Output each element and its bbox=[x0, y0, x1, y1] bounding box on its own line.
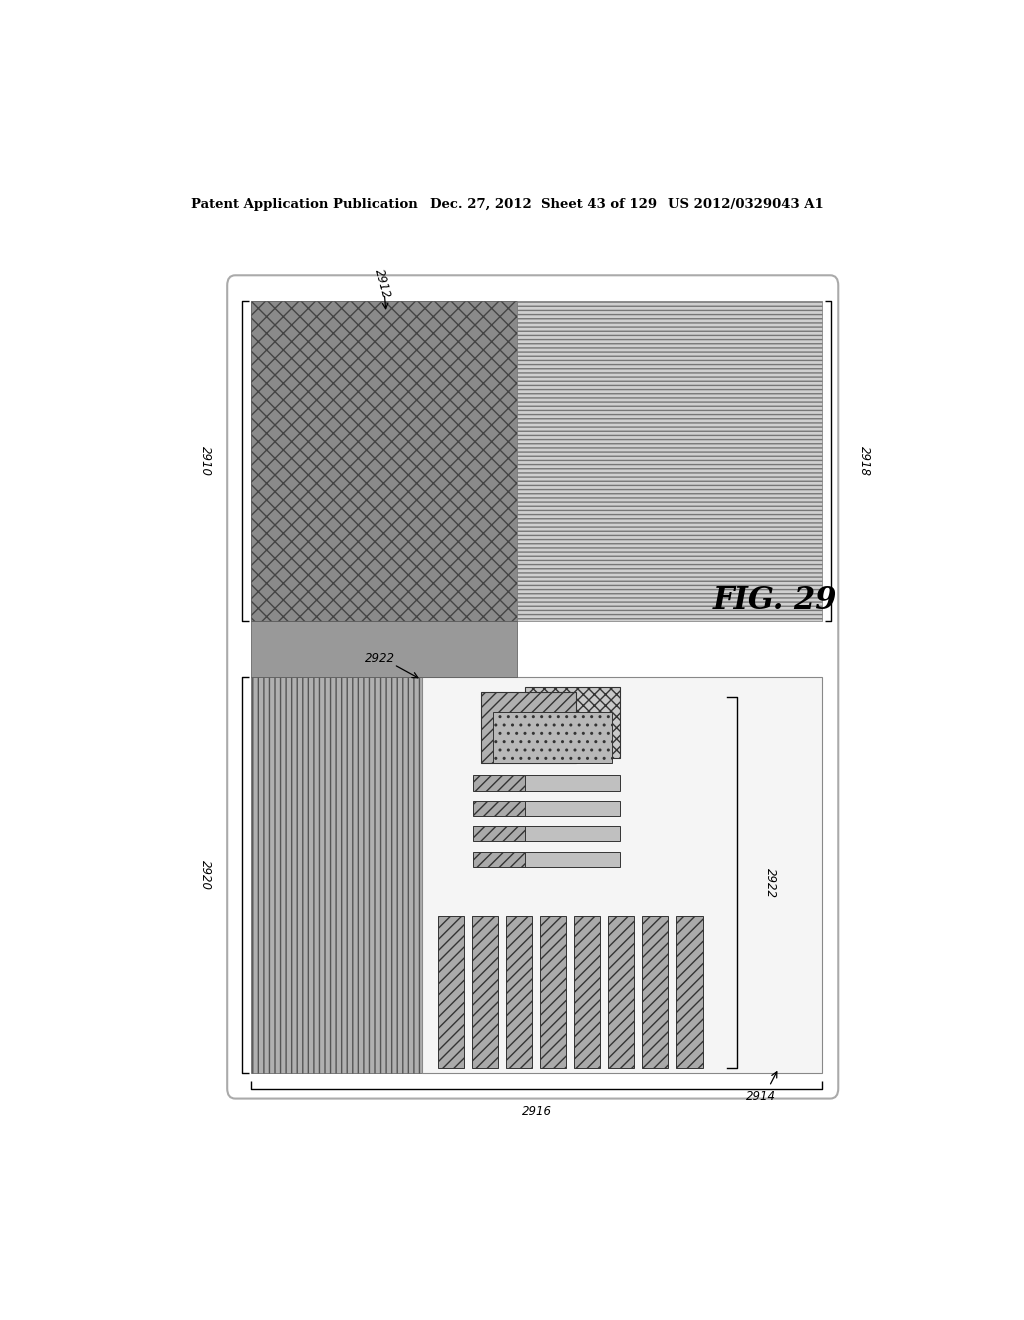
Bar bbox=[473, 801, 524, 816]
Bar bbox=[517, 826, 621, 841]
Text: 2922: 2922 bbox=[366, 652, 395, 665]
Bar bbox=[437, 916, 464, 1068]
Bar bbox=[517, 801, 621, 816]
Bar bbox=[422, 677, 822, 1073]
Bar bbox=[481, 692, 577, 763]
Bar bbox=[506, 916, 531, 1068]
Bar bbox=[251, 301, 517, 620]
Bar bbox=[540, 916, 566, 1068]
Bar bbox=[517, 851, 621, 867]
Text: 2910: 2910 bbox=[199, 446, 212, 475]
Bar bbox=[517, 775, 621, 791]
Bar bbox=[473, 826, 524, 841]
Bar bbox=[473, 851, 524, 867]
Bar bbox=[677, 916, 702, 1068]
Text: 2914: 2914 bbox=[746, 1090, 776, 1104]
Text: 2912: 2912 bbox=[372, 267, 392, 300]
Bar bbox=[524, 686, 620, 758]
Bar bbox=[517, 301, 822, 620]
Bar bbox=[251, 620, 517, 677]
Bar bbox=[642, 916, 669, 1068]
Text: Patent Application Publication: Patent Application Publication bbox=[191, 198, 418, 211]
Bar bbox=[494, 713, 612, 763]
Bar bbox=[574, 916, 600, 1068]
Bar bbox=[608, 916, 634, 1068]
Text: US 2012/0329043 A1: US 2012/0329043 A1 bbox=[668, 198, 823, 211]
FancyBboxPatch shape bbox=[227, 276, 839, 1098]
Text: 2916: 2916 bbox=[521, 1105, 552, 1118]
Text: 2920: 2920 bbox=[199, 859, 212, 890]
Bar bbox=[472, 916, 498, 1068]
Bar bbox=[473, 775, 524, 791]
Bar bbox=[251, 677, 422, 1073]
Text: Dec. 27, 2012  Sheet 43 of 129: Dec. 27, 2012 Sheet 43 of 129 bbox=[430, 198, 656, 211]
Text: FIG. 29: FIG. 29 bbox=[713, 585, 837, 616]
Text: 2922: 2922 bbox=[764, 867, 777, 898]
Text: 2918: 2918 bbox=[858, 446, 871, 475]
